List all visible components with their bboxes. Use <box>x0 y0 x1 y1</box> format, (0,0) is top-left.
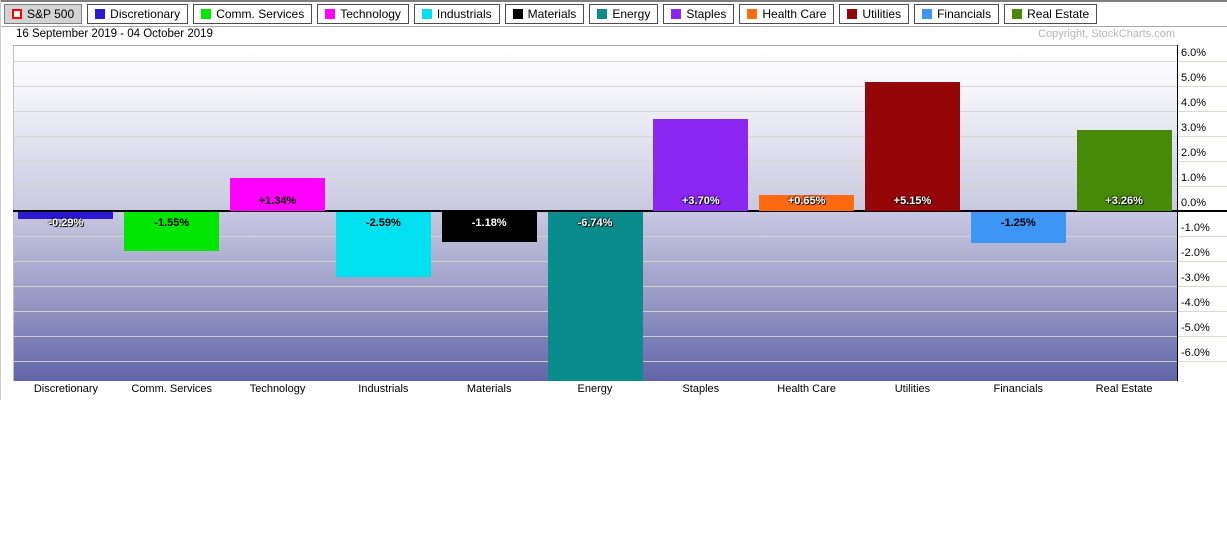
legend-bar: S&P 500 Discretionary Comm. Services Techn… <box>1 2 1227 27</box>
legend-label-health-care: Health Care <box>762 7 827 21</box>
x-tick-label-discretionary: Discretionary <box>33 383 98 395</box>
window-top-border <box>0 0 1227 2</box>
discretionary-swatch-icon <box>95 9 106 19</box>
legend-button-comm-services[interactable]: Comm. Services <box>193 4 313 24</box>
y-tick-label: -3.0% <box>1181 272 1210 284</box>
legend-button-financials[interactable]: Financials <box>914 4 1000 24</box>
y-tick-label: 1.0% <box>1181 172 1207 184</box>
legend-label-industrials: Industrials <box>436 7 492 21</box>
real-estate-swatch-icon <box>1012 9 1023 19</box>
industrials-swatch-icon <box>421 9 432 19</box>
y-tick-label: -2.0% <box>1181 247 1210 259</box>
legend-button-utilities[interactable]: Utilities <box>839 4 910 24</box>
y-tick-label: -6.0% <box>1181 347 1210 359</box>
legend-label-discretionary: Discretionary <box>110 7 181 21</box>
x-tick-label-technology: Technology <box>249 383 306 395</box>
x-tick-label-utilities: Utilities <box>894 383 931 395</box>
comm-services-swatch-icon <box>201 9 212 19</box>
legend-label-staples: Staples <box>686 7 727 21</box>
legend-label-technology: Technology <box>340 7 401 21</box>
materials-swatch-icon <box>512 9 523 19</box>
y-axis-line <box>1177 45 1178 381</box>
technology-swatch-icon <box>325 9 336 19</box>
legend-button-technology[interactable]: Technology <box>317 4 409 24</box>
legend-label-sp500: S&P 500 <box>27 7 75 21</box>
legend-label-energy: Energy <box>612 7 651 21</box>
legend-label-financials: Financials <box>937 7 992 21</box>
x-tick-label-comm-services: Comm. Services <box>131 383 213 395</box>
date-range-label: 16 September 2019 - 04 October 2019 <box>16 28 213 40</box>
legend-label-real-estate: Real Estate <box>1027 7 1090 21</box>
legend-button-materials[interactable]: Materials <box>504 4 585 24</box>
y-tick-label: 5.0% <box>1181 72 1207 84</box>
sp500-swatch-icon <box>12 9 22 19</box>
staples-swatch-icon <box>671 9 682 19</box>
x-tick-label-health-care: Health Care <box>777 383 836 395</box>
y-tick-label: 0.0% <box>1181 197 1207 209</box>
health-care-swatch-icon <box>747 9 758 19</box>
x-tick-label-staples: Staples <box>682 383 720 395</box>
window-left-border <box>0 0 1 400</box>
y-tick-label: 3.0% <box>1181 122 1207 134</box>
y-tick-label: 4.0% <box>1181 97 1207 109</box>
financials-swatch-icon <box>922 9 933 19</box>
legend-label-comm-services: Comm. Services <box>216 7 305 21</box>
legend-label-utilities: Utilities <box>862 7 902 21</box>
x-tick-label-industrials: Industrials <box>358 383 409 395</box>
y-tick-label: -5.0% <box>1181 322 1210 334</box>
x-tick-label-real-estate: Real Estate <box>1095 383 1153 395</box>
legend-button-industrials[interactable]: Industrials <box>413 4 500 24</box>
x-tick-label-energy: Energy <box>577 383 613 395</box>
copyright-label: Copyright, StockCharts.com <box>1038 28 1175 40</box>
legend-button-staples[interactable]: Staples <box>663 4 735 24</box>
y-tick-label: -4.0% <box>1181 297 1210 309</box>
chart-plot-area <box>13 45 1177 381</box>
legend-button-real-estate[interactable]: Real Estate <box>1004 4 1098 24</box>
legend-button-discretionary[interactable]: Discretionary <box>87 4 189 24</box>
legend-button-health-care[interactable]: Health Care <box>739 4 835 24</box>
legend-label-materials: Materials <box>527 7 577 21</box>
y-tick-label: 6.0% <box>1181 47 1207 59</box>
x-tick-label-financials: Financials <box>993 383 1044 395</box>
y-tick-label: 2.0% <box>1181 147 1207 159</box>
x-tick-label-materials: Materials <box>466 383 512 395</box>
legend-button-energy[interactable]: Energy <box>589 4 659 24</box>
y-tick-label: -1.0% <box>1181 222 1210 234</box>
legend-button-sp500[interactable]: S&P 500 <box>4 4 83 24</box>
utilities-swatch-icon <box>847 9 858 19</box>
energy-swatch-icon <box>597 9 608 19</box>
